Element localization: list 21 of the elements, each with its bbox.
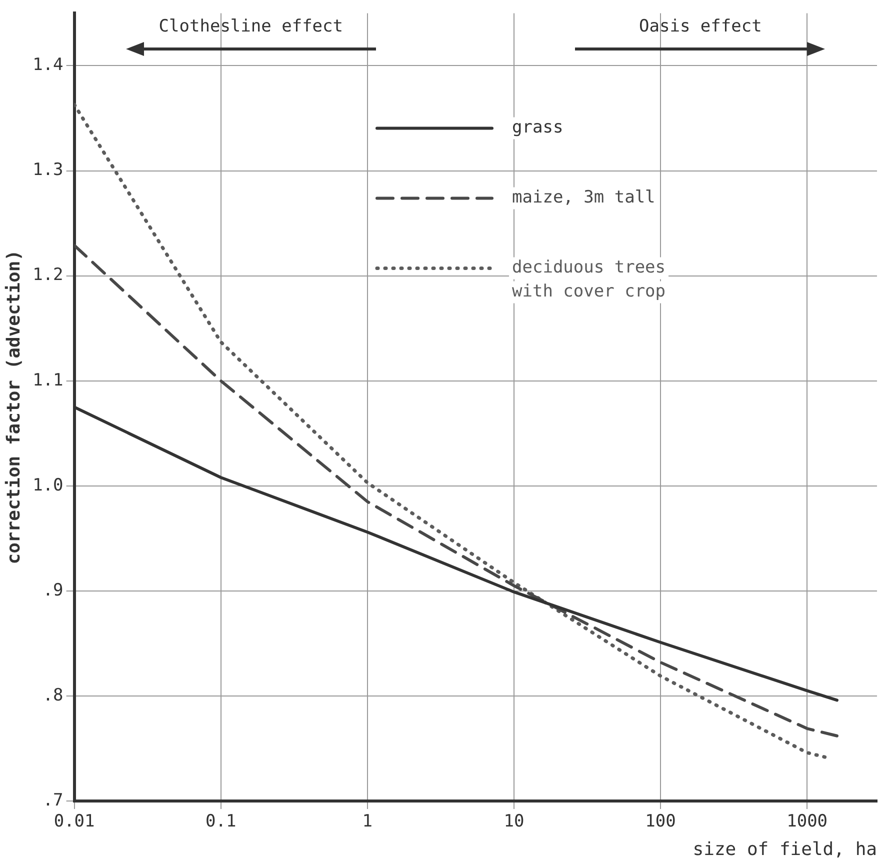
y-tick-label: 1.1 bbox=[32, 370, 64, 390]
x-tick-label: 100 bbox=[645, 812, 676, 832]
annotation: Clothesline effect bbox=[158, 16, 344, 37]
x-axis-title: size of field, ha bbox=[692, 838, 877, 860]
y-tick-label: 1.2 bbox=[32, 265, 64, 286]
y-tick-label: 1.0 bbox=[32, 475, 64, 496]
text: grass bbox=[512, 118, 564, 138]
text: deciduous trees with cover crop bbox=[512, 258, 666, 302]
x-tick-label: 0.01 bbox=[54, 812, 95, 832]
text: maize, 3m tall bbox=[512, 188, 656, 208]
y-tick-label: .8 bbox=[42, 685, 64, 706]
x-tick-label: 10 bbox=[504, 812, 524, 832]
y-axis-title: correction factor (advection) bbox=[3, 250, 24, 564]
y-tick-label: .9 bbox=[42, 580, 64, 600]
y-tick-label: 1.4 bbox=[32, 55, 64, 76]
x-tick-label: 1000 bbox=[786, 812, 828, 832]
y-tick-label: 1.3 bbox=[32, 160, 64, 180]
x-tick-label: 1 bbox=[362, 812, 373, 832]
x-tick-label: 0.1 bbox=[206, 812, 236, 832]
annotation: Oasis effect bbox=[638, 16, 762, 37]
y-tick-label: .7 bbox=[42, 790, 64, 810]
